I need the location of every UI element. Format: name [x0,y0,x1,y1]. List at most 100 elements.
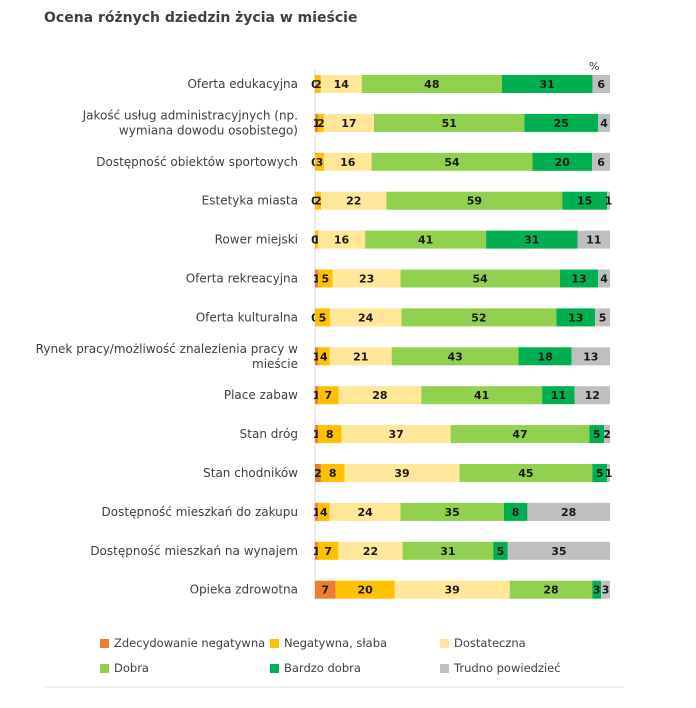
legend-item: Negatywna, słaba [270,636,387,650]
data-label: 6 [597,156,605,169]
data-label: 25 [554,117,569,130]
bar-segment [598,269,610,288]
bar-segment [501,75,593,93]
bar-segment [400,269,560,288]
data-label: 7 [324,389,332,402]
stacked-bar-chart: Oferta edukacyjna021448316Jakość usług a… [36,70,613,600]
data-label: 4 [600,273,608,286]
data-label: 4 [320,350,328,363]
bar-segment [386,191,563,210]
data-label: 31 [540,78,555,91]
legend-item: Dostateczna [440,636,526,650]
data-label: 39 [445,584,460,597]
category-label: Jakość usług administracyjnych (np. [82,108,298,122]
data-label: 11 [551,389,566,402]
data-label: 22 [346,195,361,208]
category-label: Stan chodników [203,466,298,480]
data-label: 35 [445,506,460,519]
bar-segment [320,191,387,210]
category-label: Rower miejski [215,233,298,247]
category-label: wymiana dowodu osobistego) [119,123,298,137]
data-label: 8 [326,428,334,441]
bar-segment [317,269,333,288]
data-label: 13 [571,273,586,286]
data-label: 1 [313,428,321,441]
data-label: 2 [314,195,322,208]
bar-segment [589,425,605,444]
bar-segment [486,230,578,249]
divider [44,686,624,688]
data-label: 13 [568,311,583,324]
legend-item: Trudno powiedzieć [440,661,561,675]
bar-segment [598,113,610,132]
data-label: 37 [388,428,403,441]
bar-segment [607,464,610,482]
bar-segment [371,152,533,171]
data-label: 4 [600,117,608,130]
data-label: 39 [394,467,409,480]
category-label: Oferta kulturalna [196,310,298,324]
legend-label: Trudno powiedzieć [454,661,561,675]
data-label: 2 [603,428,611,441]
bar-segment [518,347,572,366]
data-label: 2 [314,467,322,480]
data-label: 20 [555,156,571,169]
bar-segment [335,580,395,599]
bar-segment [317,347,330,366]
bar-segment [574,386,610,405]
bar-segment [493,541,508,560]
chart-legend: Zdecydowanie negatywna Negatywna, słaba Do… [100,636,640,682]
data-label: 28 [372,389,387,402]
bar-segment [595,308,610,327]
category-label: mieście [252,357,298,371]
legend-item: Dobra [100,661,149,675]
bar-segment [394,580,510,599]
bar-segment [315,464,321,482]
data-label: 1 [313,506,321,519]
bar-segment [542,386,575,405]
bar-segment [527,502,610,521]
data-label: 35 [551,545,566,558]
unit-label: % [589,60,600,73]
bar-segment [315,425,318,444]
data-label: 5 [497,545,505,558]
legend-item: Zdecydowanie negatywna [100,636,265,650]
data-label: 48 [424,78,439,91]
bar-segment [507,541,610,560]
bar-segment [317,386,339,405]
data-label: 2 [314,78,322,91]
bar-segment [450,425,590,444]
data-label: 31 [440,545,455,558]
category-label: Stan dróg [240,427,298,441]
bar-segment [503,502,528,521]
category-label: Opieka zdrowotna [190,583,298,597]
bar-segment [592,152,610,171]
legend-swatch [270,663,279,673]
bar-segment [338,541,403,560]
data-label: 14 [334,78,350,91]
data-label: 28 [543,584,558,597]
category-label: Dostępność mieszkań do zakupu [102,505,298,519]
legend-swatch [270,638,279,648]
category-label: Oferta rekreacyjna [186,272,298,286]
data-label: 7 [324,545,332,558]
data-label: 24 [357,506,373,519]
data-label: 13 [583,350,598,363]
bar-segment [365,230,487,249]
data-label: 5 [319,311,327,324]
bar-segment [320,75,362,93]
legend-swatch [100,663,109,673]
bar-segment [400,502,504,521]
bar-segment [421,386,543,405]
category-label: Dostępność mieszkań na wynajem [90,544,298,558]
legend-label: Zdecydowanie negatywna [114,636,266,650]
bar-segment [592,580,602,599]
data-label: 45 [518,467,533,480]
data-label: 3 [602,584,610,597]
data-label: 28 [561,506,576,519]
data-label: 1 [605,467,613,480]
data-label: 15 [577,195,592,208]
bar-segment [315,152,324,171]
category-label: Place zabaw [224,388,298,402]
data-label: 3 [593,584,601,597]
